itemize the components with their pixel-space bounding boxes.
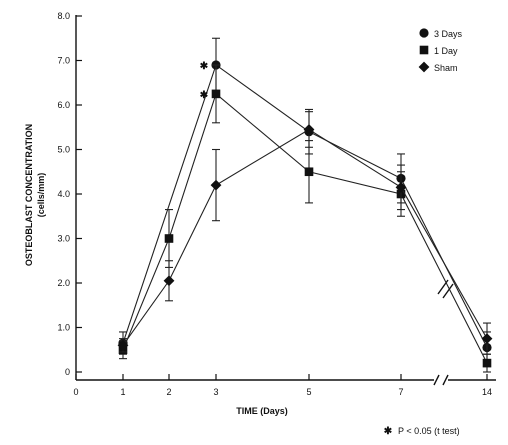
y-tick-label: 3.0 bbox=[57, 234, 70, 244]
y-ticks: 0 1.0 2.0 3.0 4.0 5.0 6.0 7.0 8.0 bbox=[57, 11, 82, 377]
data-point bbox=[303, 124, 315, 135]
y-tick-label: 8.0 bbox=[57, 11, 70, 21]
data-point bbox=[395, 181, 407, 193]
legend-marker bbox=[418, 61, 430, 73]
data-point bbox=[210, 179, 222, 191]
legend-label: 1 Day bbox=[434, 46, 458, 56]
legend-label: Sham bbox=[434, 63, 458, 73]
y-tick-label: 2.0 bbox=[57, 278, 70, 288]
data-point bbox=[211, 89, 221, 99]
x-axis-title: TIME (Days) bbox=[236, 406, 288, 416]
x-axis-break-mark bbox=[433, 374, 440, 386]
x-axis-break-mark bbox=[442, 374, 449, 386]
y-axis-title: OSTEOBLAST CONCENTRATION bbox=[24, 124, 34, 266]
footnote-star: ✱ bbox=[384, 426, 393, 437]
x-tick-label: 3 bbox=[213, 387, 218, 397]
x-tick-label: 1 bbox=[120, 387, 125, 397]
y-axis-units: (cells/mm) bbox=[36, 173, 46, 218]
data-point bbox=[164, 234, 174, 243]
y-tick-label: 4.0 bbox=[57, 189, 70, 199]
legend-label: 3 Days bbox=[434, 29, 463, 39]
data-point bbox=[163, 275, 175, 287]
series-line bbox=[122, 92, 488, 364]
y-tick-label: 1.0 bbox=[57, 323, 70, 333]
series-3-days bbox=[118, 37, 492, 364]
x-tick-label: 5 bbox=[306, 387, 311, 397]
legend: 3 Days 1 Day Sham bbox=[418, 28, 463, 73]
series-sham bbox=[117, 111, 493, 355]
data-point bbox=[304, 167, 314, 177]
series-line bbox=[122, 64, 488, 348]
x-tick-label: 7 bbox=[398, 387, 403, 397]
y-tick-label: 5.0 bbox=[57, 145, 70, 155]
legend-marker bbox=[419, 28, 429, 38]
axes bbox=[75, 15, 496, 386]
y-tick-label: 6.0 bbox=[57, 100, 70, 110]
series-line bbox=[122, 128, 488, 346]
x-tick-label: 14 bbox=[482, 387, 492, 397]
y-tick-label: 7.0 bbox=[57, 56, 70, 66]
x-tick-label: 2 bbox=[166, 387, 171, 397]
y-tick-label: 0 bbox=[65, 367, 70, 377]
x-ticks: 0 1 2 3 5 7 14 bbox=[73, 374, 492, 397]
significance-star: ✱ bbox=[200, 61, 209, 72]
footnote-text: P < 0.05 (t test) bbox=[398, 426, 460, 436]
annotations: ✱ ✱ ✱ P < 0.05 (t test) bbox=[200, 61, 460, 437]
significance-star: ✱ bbox=[200, 90, 209, 101]
legend-marker bbox=[419, 45, 429, 55]
data-point bbox=[117, 339, 129, 351]
series-layer bbox=[117, 37, 493, 373]
line-break-mark bbox=[442, 283, 454, 299]
data-point bbox=[481, 333, 493, 345]
series-1-day bbox=[118, 64, 492, 373]
x-tick-label: 0 bbox=[73, 387, 78, 397]
data-point bbox=[482, 358, 492, 368]
